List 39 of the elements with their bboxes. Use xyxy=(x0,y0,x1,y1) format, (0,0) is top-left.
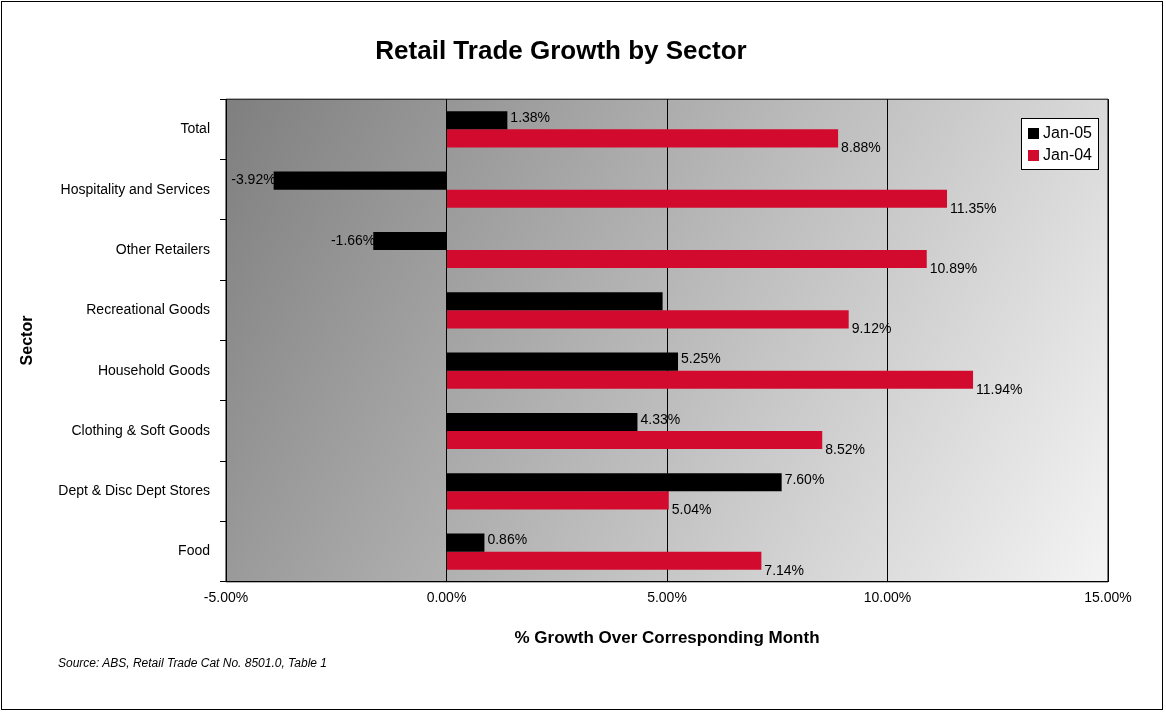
x-tick-label: 15.00% xyxy=(1084,589,1132,606)
bar xyxy=(447,370,974,389)
x-tick-label: 5.00% xyxy=(647,589,687,606)
data-label: -3.92% xyxy=(231,171,276,188)
y-tick-label: Total xyxy=(180,120,210,137)
bar xyxy=(447,491,669,510)
data-label: 10.89% xyxy=(929,259,978,276)
y-tick-label: Other Retailers xyxy=(115,240,210,257)
bar xyxy=(447,310,849,329)
y-tick-label: Recreational Goods xyxy=(86,301,210,318)
y-tick-label: Food xyxy=(178,542,210,559)
data-label: 11.94% xyxy=(976,380,1023,397)
y-axis-title: Sector xyxy=(18,315,36,366)
x-tick-label: 0.00% xyxy=(426,589,467,606)
bar xyxy=(447,129,839,148)
bar xyxy=(447,189,948,208)
x-tick-label: 10.00% xyxy=(863,589,912,606)
y-tick-label: Dept & Disc Dept Stores xyxy=(58,482,210,499)
data-label: 11.35% xyxy=(950,199,997,216)
y-tick-label: Hospitality and Services xyxy=(60,180,210,197)
data-label: 0.86% xyxy=(487,531,528,548)
legend-label: Jan-05 xyxy=(1043,124,1092,142)
chart-title: Retail Trade Growth by Sector xyxy=(375,34,747,65)
data-label: 1.38% xyxy=(510,109,551,126)
x-axis-title: % Growth Over Corresponding Month xyxy=(514,628,820,648)
y-tick-label: Clothing & Soft Goods xyxy=(71,421,210,438)
source-note: Source: ABS, Retail Trade Cat No. 8501.0, Table 1 xyxy=(58,656,328,670)
data-label: 7.14% xyxy=(764,561,805,578)
legend-label: Jan-04 xyxy=(1043,146,1092,164)
data-label: 8.88% xyxy=(841,139,881,156)
data-label: 7.60% xyxy=(784,471,825,488)
bar xyxy=(447,551,762,570)
bar xyxy=(447,430,823,450)
data-label: 5.25% xyxy=(681,350,721,367)
bar xyxy=(447,250,927,269)
data-label: 8.52% xyxy=(825,440,865,457)
x-tick-label: -5.00% xyxy=(203,589,249,606)
y-tick-label: Household Goods xyxy=(97,361,210,378)
data-label: 5.04% xyxy=(671,501,712,518)
